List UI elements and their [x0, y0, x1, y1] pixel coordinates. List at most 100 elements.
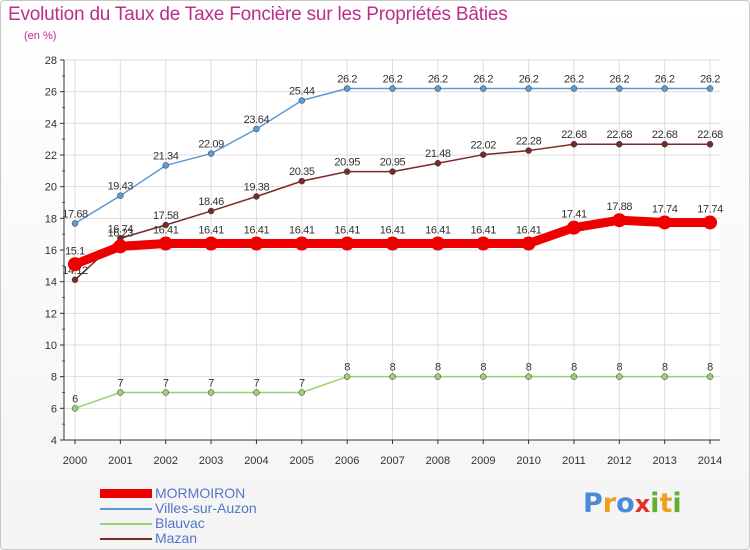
x-tick-label: 2006: [335, 455, 359, 467]
data-label-villes-sur-auzon: 26.2: [337, 74, 357, 86]
data-label-villes-sur-auzon: 26.2: [655, 74, 675, 86]
x-tick-label: 2011: [562, 455, 586, 467]
data-point-villes-sur-auzon: [298, 97, 306, 104]
data-label-mormoiron: 16.41: [289, 225, 315, 237]
data-point-villes-sur-auzon: [706, 85, 714, 92]
data-label-mormoiron: 16.41: [380, 225, 406, 237]
data-point-mormoiron: [204, 236, 219, 251]
data-label-villes-sur-auzon: 26.2: [609, 74, 629, 86]
data-point-mormoiron: [657, 215, 672, 230]
data-point-blauvac: [253, 389, 260, 396]
data-point-mazan: [434, 159, 442, 167]
data-point-mormoiron: [385, 236, 400, 251]
data-label-blauvac: 7: [254, 378, 260, 390]
data-point-villes-sur-auzon: [389, 85, 396, 92]
legend-label-mormoiron: MORMOIRON: [155, 485, 246, 501]
x-tick-label: 2007: [380, 455, 404, 467]
data-point-villes-sur-auzon: [479, 85, 487, 92]
data-point-mazan: [616, 140, 623, 148]
x-tick-label: 2009: [471, 455, 495, 467]
y-tick-label: 28: [45, 55, 57, 67]
data-label-blauvac: 6: [72, 393, 78, 405]
data-label-villes-sur-auzon: 26.2: [428, 74, 448, 86]
data-label-blauvac: 8: [707, 362, 713, 374]
data-label-villes-sur-auzon: 26.2: [383, 74, 403, 86]
chart-title: Evolution du Taux de Taxe Foncière sur l…: [8, 4, 508, 25]
data-point-mormoiron: [68, 257, 82, 272]
y-tick-label: 10: [45, 340, 57, 352]
legend-label-blauvac: Blauvac: [155, 515, 205, 531]
x-tick-label: 2000: [63, 455, 87, 467]
x-tick-label: 2001: [108, 455, 132, 467]
data-point-mazan: [298, 177, 306, 185]
data-point-mormoiron: [566, 220, 581, 235]
data-label-mormoiron: 16.41: [470, 225, 496, 237]
data-point-villes-sur-auzon: [207, 150, 215, 157]
y-tick-label: 6: [51, 403, 57, 415]
data-point-blauvac: [162, 389, 169, 396]
data-point-mormoiron: [521, 236, 536, 251]
data-label-villes-sur-auzon: 22.09: [198, 139, 224, 151]
data-label-mormoiron: 16.41: [198, 225, 224, 237]
data-label-blauvac: 7: [299, 378, 305, 390]
data-point-mormoiron: [294, 236, 309, 251]
data-point-villes-sur-auzon: [616, 85, 623, 92]
data-label-mazan: 22.02: [470, 140, 496, 152]
data-label-mazan: 22.28: [516, 136, 542, 148]
data-point-blauvac: [71, 405, 79, 412]
x-tick-label: 2012: [607, 455, 631, 467]
data-label-mormoiron: 17.74: [652, 203, 678, 215]
data-point-blauvac: [706, 373, 714, 380]
data-label-mazan: 22.68: [652, 129, 678, 141]
y-tick-label: 20: [45, 182, 57, 194]
data-label-mazan: 20.35: [289, 166, 315, 178]
data-label-mazan: 22.68: [561, 129, 587, 141]
data-point-villes-sur-auzon: [434, 85, 442, 92]
y-tick-label: 16: [45, 245, 57, 257]
data-point-mazan: [661, 140, 668, 148]
data-point-villes-sur-auzon: [343, 85, 351, 92]
data-label-mazan: 18.46: [198, 196, 224, 208]
data-point-mazan: [479, 151, 487, 158]
data-label-blauvac: 7: [163, 378, 169, 390]
data-point-blauvac: [434, 373, 442, 380]
data-label-mazan: 21.48: [425, 148, 451, 160]
data-label-blauvac: 7: [118, 378, 124, 390]
data-point-mormoiron: [703, 215, 718, 230]
logo-letter: o: [616, 488, 635, 519]
data-point-villes-sur-auzon: [253, 125, 260, 133]
x-tick-label: 2013: [652, 455, 676, 467]
logo-letter: t: [659, 488, 673, 519]
data-point-blauvac: [298, 389, 306, 396]
data-label-villes-sur-auzon: 19.43: [108, 181, 134, 193]
data-label-mormoiron: 17.41: [561, 209, 587, 221]
data-label-mormoiron: 17.88: [607, 201, 633, 213]
data-point-villes-sur-auzon: [71, 220, 79, 227]
data-label-blauvac: 8: [344, 362, 350, 374]
data-label-mazan: 19.38: [244, 181, 270, 193]
data-point-blauvac: [389, 373, 396, 380]
legend-swatch-blauvac: [100, 523, 152, 525]
data-point-villes-sur-auzon: [525, 85, 532, 92]
data-point-mormoiron: [249, 236, 264, 251]
x-tick-label: 2002: [153, 455, 177, 467]
data-label-mazan: 20.95: [334, 157, 360, 169]
chart-subtitle: (en %): [24, 30, 57, 42]
x-tick-label: 2003: [199, 455, 223, 467]
y-tick-label: 26: [45, 87, 57, 99]
data-point-mormoiron: [612, 213, 627, 228]
legend-swatch-mormoiron: [100, 489, 152, 498]
data-label-mormoiron: 16.41: [334, 225, 360, 237]
logo-letter: r: [602, 488, 617, 519]
data-label-mormoiron: 16.41: [516, 225, 542, 237]
data-label-mormoiron: 16.41: [244, 225, 270, 237]
data-label-mormoiron: 16.41: [425, 225, 451, 237]
data-point-mormoiron: [340, 236, 355, 251]
y-tick-label: 12: [45, 308, 57, 320]
logo-letter: i: [650, 488, 660, 519]
data-label-mormoiron: 16.41: [153, 225, 179, 237]
data-label-blauvac: 8: [390, 362, 396, 374]
data-label-blauvac: 8: [480, 362, 486, 374]
data-point-blauvac: [117, 389, 124, 396]
data-label-villes-sur-auzon: 23.64: [244, 114, 270, 126]
